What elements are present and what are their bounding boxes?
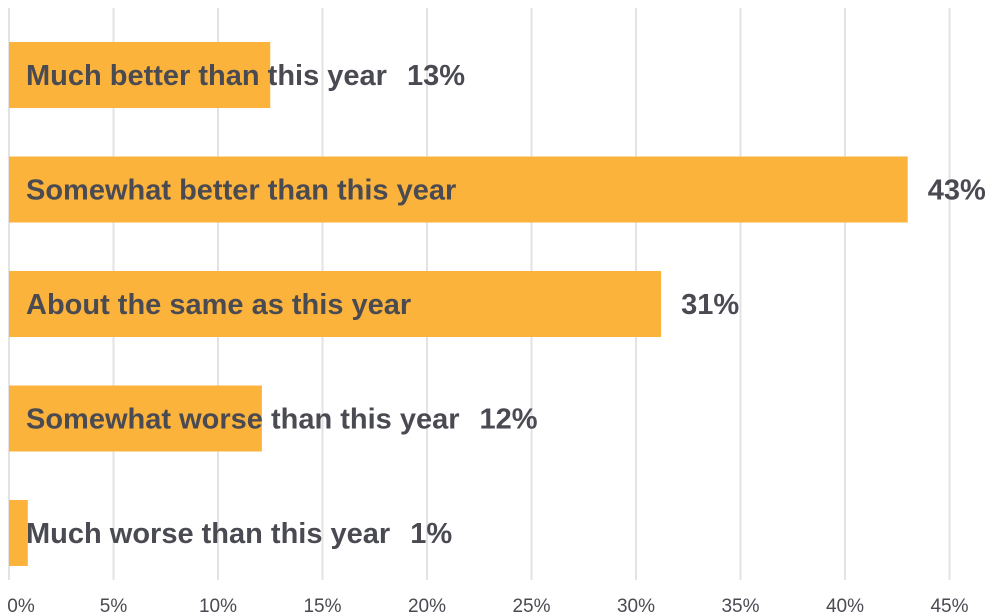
- x-tick-label: 10%: [199, 596, 237, 616]
- x-tick-label: 30%: [617, 596, 655, 616]
- data-label: 13%: [407, 60, 465, 92]
- x-tick-label: 45%: [930, 596, 968, 616]
- x-tick-label: 0%: [7, 596, 35, 616]
- x-tick-label: 25%: [512, 596, 550, 616]
- bar: [9, 156, 908, 223]
- x-axis-tick-labels: 0% 5% 10% 15% 20% 25% 30% 35% 40% 45%: [7, 596, 968, 616]
- bar: [9, 385, 262, 452]
- bar: [9, 271, 662, 337]
- category-label: Much better than this year: [26, 60, 387, 92]
- category-label: Much worse than this year: [26, 518, 390, 550]
- category-label: About the same as this year: [26, 289, 411, 321]
- value-labels: 13% 43% 31% 12% 1%: [407, 60, 986, 550]
- x-tick-label: 35%: [721, 596, 759, 616]
- data-label: 12%: [480, 404, 538, 436]
- category-label: Somewhat better than this year: [26, 175, 456, 207]
- x-tick-label: 40%: [826, 596, 864, 616]
- bar: [9, 42, 271, 108]
- x-tick-label: 15%: [303, 596, 341, 616]
- bars: [9, 42, 908, 566]
- data-label: 31%: [681, 289, 739, 321]
- data-label: 1%: [410, 518, 452, 550]
- data-label: 43%: [928, 175, 986, 207]
- category-labels: Much better than this year Somewhat bette…: [26, 60, 460, 550]
- x-tick-label: 20%: [408, 596, 446, 616]
- bar: [9, 500, 28, 566]
- x-tick-label: 5%: [100, 596, 128, 616]
- category-label: Somewhat worse than this year: [26, 404, 460, 436]
